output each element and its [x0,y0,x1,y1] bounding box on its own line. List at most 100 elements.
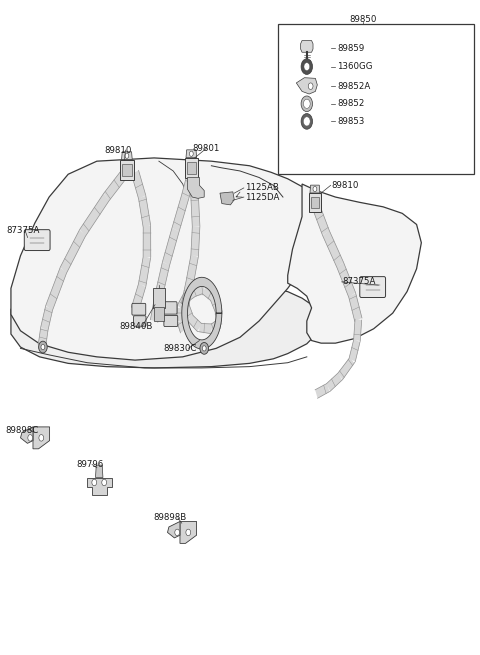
FancyBboxPatch shape [187,162,196,174]
Polygon shape [38,328,48,346]
Polygon shape [60,230,85,273]
FancyBboxPatch shape [153,288,165,308]
Circle shape [28,435,33,441]
Circle shape [38,341,47,353]
FancyBboxPatch shape [278,24,474,174]
FancyBboxPatch shape [164,316,178,327]
Circle shape [39,435,44,441]
Polygon shape [178,295,188,310]
Text: 89801: 89801 [192,143,220,153]
Text: 89898B: 89898B [153,514,186,523]
Polygon shape [168,521,180,538]
Polygon shape [354,319,361,341]
Polygon shape [315,383,330,398]
Circle shape [303,99,310,108]
Polygon shape [104,168,128,201]
Circle shape [92,479,96,486]
Circle shape [175,529,180,536]
Text: 89852: 89852 [337,100,364,108]
FancyBboxPatch shape [120,160,133,179]
Polygon shape [182,303,193,320]
Polygon shape [323,230,344,268]
Text: 87375A: 87375A [343,277,376,286]
Polygon shape [337,263,356,297]
Polygon shape [162,228,179,265]
Polygon shape [143,227,151,257]
Text: 1125AB: 1125AB [245,183,279,193]
FancyBboxPatch shape [360,276,385,297]
FancyBboxPatch shape [133,316,146,326]
Polygon shape [210,320,220,333]
Circle shape [41,345,45,350]
Text: 1125DA: 1125DA [245,193,279,202]
Polygon shape [172,195,189,232]
Polygon shape [80,193,109,236]
Text: 89852A: 89852A [337,82,370,90]
Polygon shape [202,286,216,302]
FancyBboxPatch shape [154,307,164,321]
Circle shape [301,113,312,129]
Polygon shape [199,323,212,333]
Polygon shape [188,314,202,331]
Polygon shape [220,192,234,205]
Text: 89853: 89853 [337,117,364,126]
Text: 89796: 89796 [77,460,104,469]
Polygon shape [300,41,313,52]
Polygon shape [21,427,33,443]
Polygon shape [150,293,163,322]
Polygon shape [182,277,222,349]
Polygon shape [211,296,222,313]
Polygon shape [186,255,198,283]
Polygon shape [132,283,146,311]
Polygon shape [177,308,184,321]
Polygon shape [155,262,169,297]
Text: 89830C: 89830C [164,344,197,353]
FancyBboxPatch shape [185,158,198,178]
Polygon shape [312,202,329,235]
Polygon shape [87,477,112,495]
FancyBboxPatch shape [132,303,146,315]
Circle shape [190,151,193,157]
FancyBboxPatch shape [309,193,321,212]
Circle shape [301,59,312,75]
Polygon shape [326,373,342,391]
Polygon shape [310,185,320,193]
Polygon shape [338,357,355,380]
Text: 89850: 89850 [349,15,377,24]
FancyBboxPatch shape [311,196,319,208]
Polygon shape [181,168,196,199]
Polygon shape [181,280,193,306]
Text: 89840B: 89840B [120,322,153,331]
Text: 89898C: 89898C [5,426,38,435]
Circle shape [125,153,129,159]
Polygon shape [138,256,151,286]
Polygon shape [183,288,196,303]
Polygon shape [33,427,49,449]
Polygon shape [138,196,151,227]
Polygon shape [11,158,321,360]
Polygon shape [194,285,205,297]
Polygon shape [41,307,53,330]
FancyBboxPatch shape [24,230,50,251]
Polygon shape [296,78,317,94]
Polygon shape [46,268,67,310]
Circle shape [304,63,310,71]
Circle shape [186,529,191,536]
Circle shape [301,96,312,111]
Text: 89810: 89810 [104,145,132,155]
Text: 87375A: 87375A [6,227,39,235]
Polygon shape [349,339,360,362]
Circle shape [202,346,206,351]
Polygon shape [121,152,132,160]
Circle shape [313,187,317,192]
Circle shape [303,117,310,126]
Text: 1360GG: 1360GG [337,62,372,71]
Polygon shape [186,150,197,158]
Text: 89859: 89859 [337,44,364,53]
FancyBboxPatch shape [162,302,177,314]
Circle shape [200,343,208,354]
Polygon shape [191,226,200,256]
Text: 89810: 89810 [332,181,359,190]
Polygon shape [180,521,197,544]
Polygon shape [191,196,200,227]
